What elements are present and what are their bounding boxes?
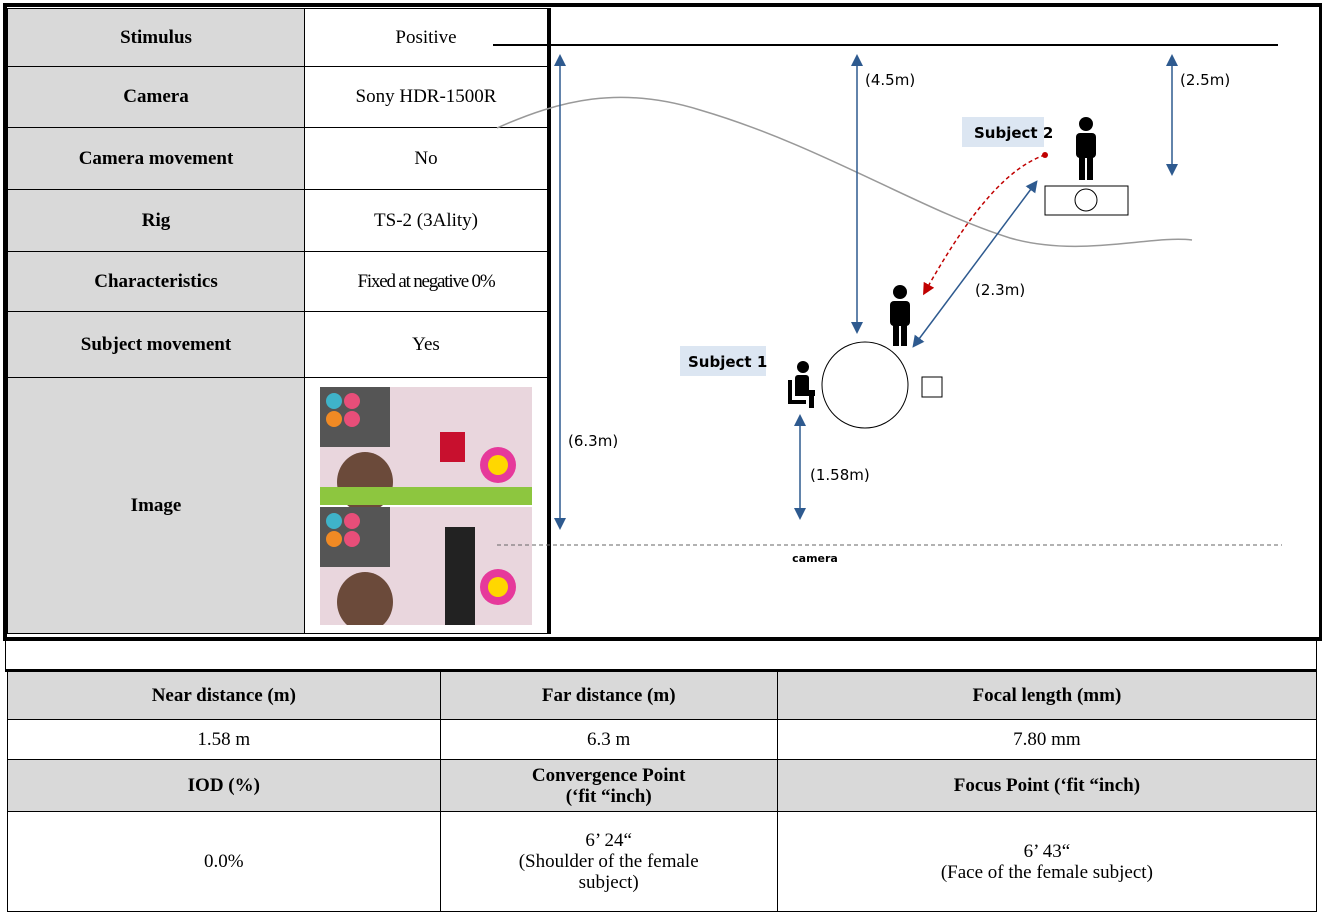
dim-label: (2.5m) bbox=[1180, 71, 1230, 89]
cell-line: 6’ 24“ bbox=[585, 830, 632, 851]
table-row: Near distance (m) Far distance (m) Focal l… bbox=[7, 671, 1318, 720]
subject-label: Subject 1 bbox=[688, 353, 767, 371]
header-cell: Near distance (m) bbox=[7, 671, 441, 720]
dim-label: (2.3m) bbox=[975, 281, 1025, 299]
frame-gap bbox=[5, 638, 1317, 672]
cell-line: subject) bbox=[578, 872, 639, 893]
cell-line: 6’ 43“ bbox=[1023, 840, 1071, 862]
bottom-table: Near distance (m) Far distance (m) Focal l… bbox=[7, 671, 1318, 912]
frame bbox=[3, 3, 1322, 641]
value: Sony HDR-1500R bbox=[304, 66, 550, 128]
label: Image bbox=[7, 377, 305, 634]
dim-label: (4.5m) bbox=[865, 71, 915, 89]
header-cell: Focal length (mm) bbox=[776, 671, 1318, 720]
header-cell: IOD (%) bbox=[7, 759, 441, 812]
table-row: 1.58 m 6.3 m 7.80 mm bbox=[7, 719, 1318, 760]
value-cell: 6.3 m bbox=[439, 719, 778, 760]
label: Camera movement bbox=[7, 127, 305, 190]
table-row: IOD (%) Convergence Point (‘fit “inch) Focu… bbox=[7, 759, 1318, 812]
table-row: 0.0% 6’ 24“ (Shoulder of the female subject… bbox=[7, 811, 1318, 912]
value-cell: 1.58 m bbox=[7, 719, 441, 760]
image-cell bbox=[304, 377, 550, 634]
value-cell: 7.80 mm bbox=[776, 719, 1318, 760]
cell-line: (‘fit “inch) bbox=[565, 785, 652, 807]
camera-label: camera bbox=[792, 552, 838, 565]
value-cell: 6’ 43“ (Face of the female subject) bbox=[776, 811, 1318, 912]
value-cell: 6’ 24“ (Shoulder of the female subject) bbox=[439, 811, 778, 912]
value: TS-2 (3Ality) bbox=[304, 189, 550, 252]
cell-line: (Face of the female subject) bbox=[940, 861, 1153, 883]
spec-table: Stimulus Positive Camera Sony HDR-1500R Ca… bbox=[7, 8, 551, 634]
image bbox=[320, 386, 532, 625]
subject-label: Subject 2 bbox=[974, 124, 1053, 142]
value: No bbox=[304, 127, 550, 190]
value: Yes bbox=[304, 311, 550, 378]
label: Characteristics bbox=[7, 251, 305, 312]
value: Positive bbox=[304, 8, 550, 67]
header-cell: Focus Point (‘fit “inch) bbox=[776, 759, 1318, 812]
cell-line: Convergence Point bbox=[531, 764, 686, 786]
header-cell: Convergence Point (‘fit “inch) bbox=[439, 759, 778, 812]
value-cell: 0.0% bbox=[7, 811, 441, 912]
cell-line: (Shoulder of the female bbox=[518, 851, 699, 872]
label: Stimulus bbox=[7, 8, 305, 67]
header-cell: Far distance (m) bbox=[439, 671, 778, 720]
value: Fixed at negative 0% bbox=[304, 251, 550, 312]
dim-label: (6.3m) bbox=[568, 432, 618, 450]
label: Camera bbox=[7, 66, 305, 128]
diagram: (4.5m) (2.5m) Subject 2 (2.3m) Subject 1… bbox=[493, 44, 1282, 565]
dim-label: (1.58m) bbox=[810, 466, 870, 484]
label: Subject movement bbox=[7, 311, 305, 378]
